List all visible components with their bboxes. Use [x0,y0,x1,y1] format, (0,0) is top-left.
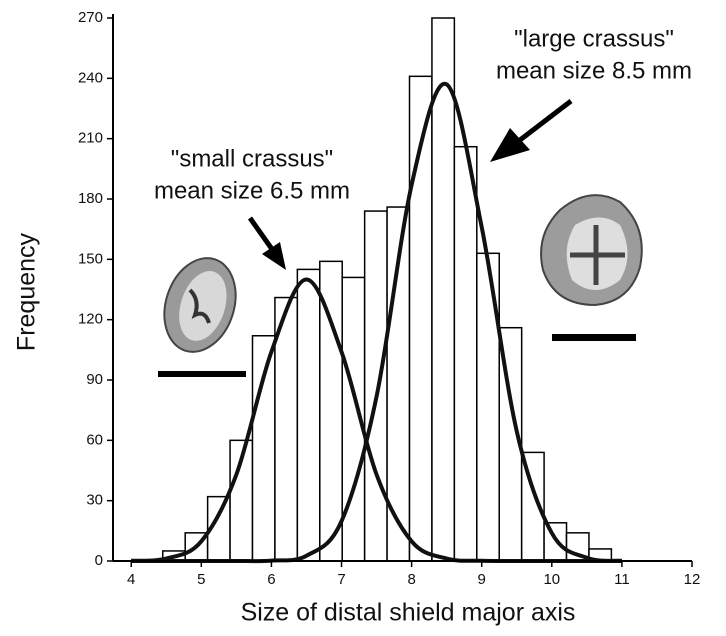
annotation: mean size 8.5 mm [496,57,692,84]
annotation: "large crassus" [514,25,674,52]
x-tick-label: 8 [407,571,415,588]
x-tick-label: 10 [543,571,560,588]
x-axis-label: Size of distal shield major axis [241,599,576,627]
y-tick-label: 150 [78,250,103,267]
y-tick-label: 0 [95,552,103,569]
large-shield-image [540,194,643,307]
y-tick-label: 60 [86,431,103,448]
bar [453,145,478,562]
x-tick-label: 12 [684,571,701,588]
y-axis-label: Frequency [13,232,41,351]
annotation: mean size 6.5 mm [154,177,350,204]
y-tick-label: 210 [78,130,103,147]
scale-bar [552,334,636,341]
x-tick-label: 9 [478,571,486,588]
x-tick-label: 11 [614,571,630,588]
x-tick-label: 7 [337,571,345,588]
x-tick-label: 6 [267,571,275,588]
x-tick-label: 5 [197,571,205,588]
y-tick-label: 180 [78,190,103,207]
y-tick-label: 30 [86,492,103,509]
arrow [490,99,573,162]
annotation: "small crassus" [171,145,333,172]
scale-bar [158,371,246,377]
arrow [247,216,286,270]
y-tick-label: 240 [78,69,103,86]
x-tick-label: 4 [127,571,135,588]
bar [363,210,388,562]
bar [296,268,321,562]
small-shield-image [163,257,237,353]
y-tick-label: 270 [78,9,103,26]
y-tick-label: 120 [78,311,103,328]
bar [251,335,276,562]
y-tick-label: 90 [86,371,103,388]
